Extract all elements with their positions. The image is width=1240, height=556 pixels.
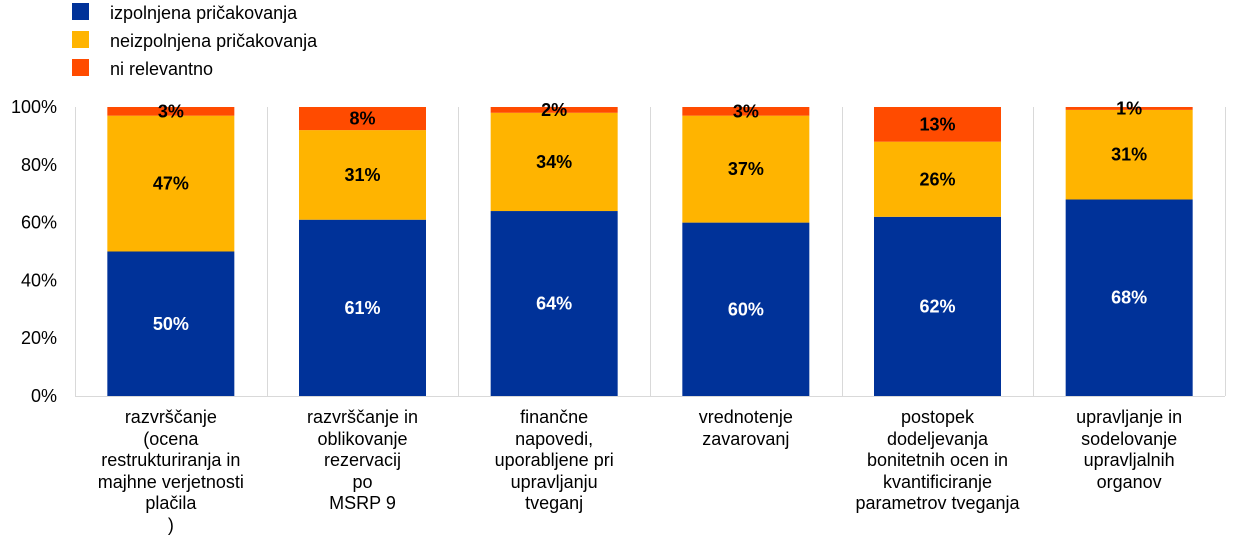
- x-tick-label-line: postopek: [900, 407, 975, 427]
- bar-segment: [299, 107, 426, 131]
- x-tick-label-line: razvrščanje in: [306, 407, 419, 427]
- x-tick-label-line: restrukturiranja in: [101, 450, 241, 470]
- data-label: 34%: [536, 152, 572, 172]
- data-label: 50%: [153, 314, 189, 334]
- x-tick-label-line: finančne: [520, 407, 589, 427]
- bar-segment: [1065, 107, 1193, 110]
- y-tick-label: 0%: [31, 386, 57, 406]
- x-tick-label-line: organov: [1096, 471, 1162, 492]
- y-tick-label: 60%: [21, 213, 57, 233]
- x-tick-label-line: vrednotenje: [698, 407, 793, 427]
- x-tick-label-line: sodelovanje: [1081, 428, 1178, 449]
- bar-segment: [682, 107, 810, 116]
- data-label: 61%: [344, 298, 380, 318]
- data-label: 13%: [919, 114, 955, 134]
- data-label: 37%: [728, 159, 764, 179]
- x-tick-label-line: upravljalnih: [1083, 450, 1175, 470]
- bar-segment: [682, 115, 810, 223]
- data-label: 64%: [536, 294, 572, 314]
- legend-label: neizpolnjena pričakovanja: [110, 31, 318, 51]
- legend-label: izpolnjena pričakovanja: [110, 3, 298, 23]
- x-tick-label-line: tveganj: [525, 493, 584, 513]
- bar-segment: [682, 222, 810, 396]
- x-tick-label-line: oblikovanje: [317, 428, 408, 449]
- bar-segment: [299, 219, 426, 396]
- data-label: 68%: [1111, 288, 1147, 308]
- x-tick-label-line: razvrščanje: [124, 407, 217, 427]
- x-tick-label-line: MSRP 9: [329, 493, 396, 513]
- bar-segment: [1065, 199, 1193, 396]
- bar-segment: [874, 216, 1001, 396]
- x-tick-label-line: rezervacij: [323, 450, 402, 470]
- bar-segment: [874, 107, 1001, 142]
- legend-swatch: [72, 59, 89, 76]
- x-tick-label-line: po: [352, 471, 373, 492]
- bar-segment: [107, 251, 235, 396]
- legend-swatch: [72, 3, 89, 20]
- data-label: 3%: [158, 101, 184, 121]
- x-tick-label-line: parametrov tveganja: [855, 493, 1020, 513]
- bar-segment: [490, 211, 618, 396]
- x-tick-label-line: upravljanju: [510, 471, 598, 492]
- data-label: 2%: [541, 100, 567, 120]
- x-tick-label: vrednotenje zavarovanj: [656, 407, 836, 450]
- data-label: 62%: [919, 296, 955, 316]
- x-tick-label-line: plačila: [145, 493, 197, 513]
- legend-swatch: [72, 31, 89, 48]
- data-label: 47%: [153, 174, 189, 194]
- x-tick-label: razvrščanje in oblikovanje rezervacij po MSR…: [273, 407, 453, 515]
- x-tick-label-line: zavarovanj: [702, 428, 790, 449]
- bar-segment: [1065, 109, 1193, 200]
- bar-segment: [107, 115, 235, 252]
- data-label: 60%: [728, 299, 764, 319]
- bar-segment: [490, 112, 618, 212]
- y-tick-label: 40%: [21, 270, 57, 290]
- x-tick-label-line: kvantificiranje: [882, 471, 993, 492]
- data-label: 26%: [919, 169, 955, 189]
- y-tick-label: 100%: [11, 97, 57, 117]
- x-tick-label-line: napovedi,: [515, 428, 594, 449]
- bar-segment: [874, 141, 1001, 217]
- data-label: 8%: [349, 109, 375, 129]
- data-label: 1%: [1116, 98, 1142, 118]
- legend-label: ni relevantno: [110, 59, 214, 79]
- x-tick-label-line: upravljanje in: [1076, 407, 1183, 427]
- data-label: 31%: [1111, 145, 1147, 165]
- bar-segment: [490, 107, 618, 113]
- x-tick-label-line: bonitetnih ocen in: [866, 450, 1009, 470]
- x-tick-label-line: ): [167, 514, 174, 535]
- x-tick-label-line: majhne verjetnosti: [97, 471, 244, 492]
- x-tick-label-line: uporabljene pri: [494, 450, 614, 470]
- x-tick-label: postopek dodeljevanja bonitetnih ocen in kv…: [848, 407, 1028, 515]
- y-tick-label: 20%: [21, 328, 57, 348]
- data-label: 3%: [733, 101, 759, 121]
- x-tick-label-line: (ocena: [143, 428, 199, 449]
- y-tick-label: 80%: [21, 155, 57, 175]
- bar-segment: [107, 107, 235, 116]
- x-tick-label: finančne napovedi, uporabljene pri upravlja…: [464, 407, 644, 515]
- x-tick-label-line: dodeljevanja: [886, 428, 989, 449]
- x-tick-label: razvrščanje (ocena restrukturiranja in majh…: [81, 407, 261, 536]
- data-label: 31%: [344, 165, 380, 185]
- x-tick-label: upravljanje in sodelovanje upravljalnih org…: [1039, 407, 1219, 493]
- bar-segment: [299, 130, 426, 220]
